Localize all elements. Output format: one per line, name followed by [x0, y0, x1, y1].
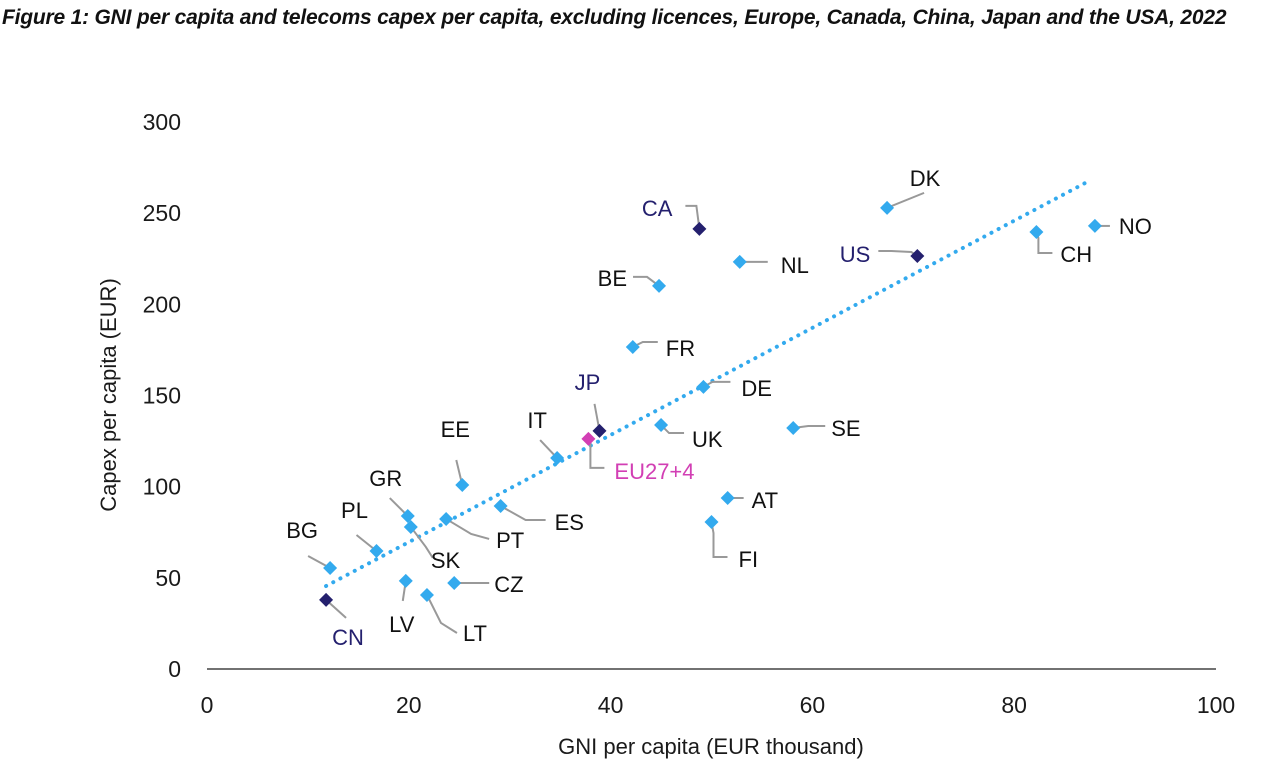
x-tick-label: 60	[800, 692, 826, 718]
point-label-dk: DK	[910, 166, 941, 191]
point-cn	[319, 592, 334, 607]
point-label-lt: LT	[463, 621, 487, 646]
point-eu27-4	[581, 431, 596, 446]
x-axis-label: GNI per capita (EUR thousand)	[558, 734, 864, 759]
point-label-cz: CZ	[494, 572, 523, 597]
point-label-jp: JP	[575, 370, 601, 395]
point-ch	[1029, 224, 1044, 239]
point-label-no: NO	[1119, 214, 1152, 239]
leader-line-lt	[426, 594, 458, 634]
trendline	[324, 177, 1093, 589]
chart-title: Figure 1: GNI per capita and telecoms ca…	[2, 6, 1227, 29]
point-ca	[692, 221, 707, 236]
x-tick-label: 80	[1001, 692, 1027, 718]
leader-line-es	[500, 505, 546, 521]
point-label-pl: PL	[341, 498, 368, 523]
point-label-nl: NL	[781, 253, 809, 278]
point-jp	[592, 423, 607, 438]
point-de	[696, 379, 711, 394]
point-label-lv: LV	[389, 612, 415, 637]
point-fr	[625, 339, 640, 354]
point-us	[910, 249, 925, 264]
leader-line-ca	[685, 204, 701, 229]
point-label-es: ES	[555, 510, 584, 535]
y-tick-label: 50	[155, 565, 181, 591]
point-label-pt: PT	[496, 528, 524, 553]
point-se	[786, 420, 801, 435]
point-lv	[398, 573, 413, 588]
point-pl	[369, 544, 384, 559]
y-tick-label: 150	[143, 383, 181, 409]
point-bg	[323, 560, 338, 575]
point-gr	[400, 509, 415, 524]
point-be	[652, 278, 667, 293]
point-sk	[403, 519, 418, 534]
axes: 0 20 40 60 80 100 0 50 100 150 200 250 300	[143, 109, 1236, 718]
point-label-cn: CN	[332, 625, 364, 650]
point-ee	[455, 478, 470, 493]
point-at	[720, 490, 735, 505]
point-es	[493, 498, 508, 513]
y-axis-label: Capex per capita (EUR)	[96, 278, 121, 512]
point-fi	[704, 515, 719, 530]
point-uk	[654, 418, 669, 433]
point-label-bg: BG	[286, 518, 318, 543]
y-tick-label: 100	[143, 474, 181, 500]
x-tick-label: 40	[598, 692, 624, 718]
point-no	[1087, 218, 1102, 233]
point-label-uk: UK	[692, 427, 723, 452]
point-label-us: US	[840, 242, 871, 267]
y-tick-label: 250	[143, 200, 181, 226]
y-tick-label: 0	[168, 656, 181, 682]
point-label-it: IT	[527, 408, 547, 433]
point-label-sk: SK	[431, 548, 461, 573]
point-label-fi: FI	[739, 547, 759, 572]
point-label-eu27-4: EU27+4	[614, 459, 694, 484]
x-tick-label: 100	[1197, 692, 1235, 718]
point-label-be: BE	[598, 266, 627, 291]
point-label-de: DE	[741, 376, 772, 401]
leader-line-fi	[710, 521, 728, 559]
point-label-fr: FR	[666, 336, 695, 361]
leader-line-sk	[410, 526, 434, 559]
point-it	[550, 451, 565, 466]
trendline-group	[324, 177, 1093, 589]
point-cz	[447, 575, 462, 590]
x-tick-label: 0	[201, 692, 214, 718]
point-label-ch: CH	[1060, 242, 1092, 267]
point-label-ee: EE	[441, 417, 470, 442]
point-dk	[880, 200, 895, 215]
point-nl	[732, 254, 747, 269]
y-tick-label: 200	[143, 291, 181, 317]
point-lt	[419, 587, 434, 602]
point-label-ca: CA	[642, 196, 673, 221]
point-label-gr: GR	[369, 466, 402, 491]
leader-line-pt	[445, 518, 490, 540]
data-points	[319, 200, 1102, 607]
leader-lines	[307, 191, 1110, 634]
y-tick-label: 300	[143, 109, 181, 135]
point-label-at: AT	[752, 488, 778, 513]
leader-line-dk	[886, 191, 925, 209]
point-label-se: SE	[831, 416, 860, 441]
point-pt	[439, 511, 454, 526]
x-tick-label: 20	[396, 692, 422, 718]
